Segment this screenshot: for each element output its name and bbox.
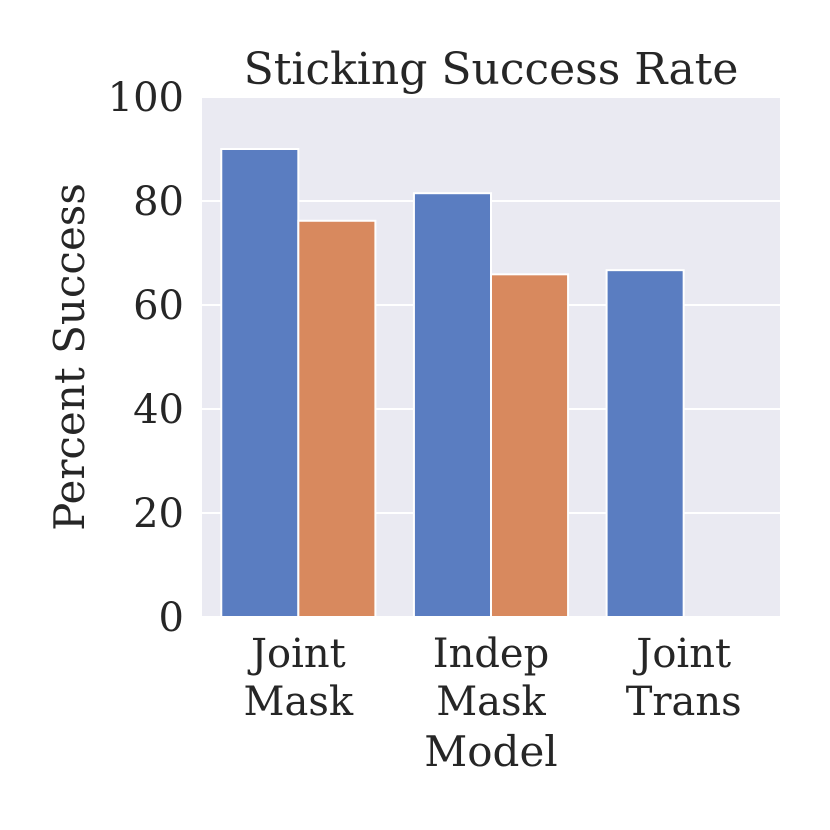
bar-1-series-1 [220, 148, 300, 618]
bar-1-series-2 [297, 219, 377, 618]
y-tick-label-0: 0 [159, 595, 184, 641]
x-tick-label-3: Joint Trans [626, 631, 742, 725]
chart-title: Sticking Success Rate [244, 44, 739, 95]
y-tick-label-40: 40 [133, 387, 184, 433]
x-tick-labels: Joint Mask Indep Mask Joint Trans [244, 631, 742, 725]
bars [220, 148, 685, 618]
y-tick-labels: 0 20 40 60 80 100 [108, 75, 184, 641]
bar-2-series-1 [412, 192, 492, 618]
x-tick-label-2: Indep Mask [433, 631, 549, 725]
y-axis-label: Percent Success [45, 183, 94, 531]
y-tick-label-100: 100 [108, 75, 184, 121]
x-axis-label: Model [424, 727, 557, 776]
bar-2-series-2 [490, 273, 570, 618]
bar-3-series-1 [605, 269, 685, 618]
x-tick-label-1: Joint Mask [244, 631, 354, 725]
y-tick-label-80: 80 [133, 179, 184, 225]
y-tick-label-20: 20 [133, 491, 184, 537]
y-tick-label-60: 60 [133, 283, 184, 329]
